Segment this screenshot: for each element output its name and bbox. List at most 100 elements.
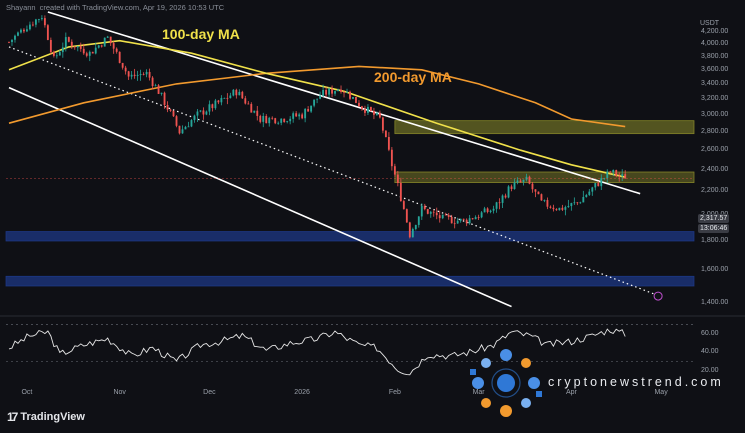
candle-body	[552, 207, 555, 210]
candle-body	[402, 201, 405, 210]
candle-body	[160, 92, 163, 94]
candle-body	[103, 37, 106, 47]
candle-body	[555, 209, 558, 211]
candle-body	[223, 97, 226, 99]
candle-body	[199, 110, 202, 112]
candle-body	[85, 53, 88, 56]
candle-body	[172, 110, 175, 117]
candle-body	[534, 189, 537, 192]
candle-body	[55, 55, 58, 57]
candle-body	[549, 206, 552, 208]
time-tick-label: Nov	[113, 389, 126, 396]
candle-body	[513, 182, 516, 190]
candle-body	[52, 51, 55, 56]
candle-body	[432, 211, 435, 213]
candle-body	[483, 208, 486, 213]
candle-body	[169, 109, 172, 111]
time-tick-label: Feb	[388, 389, 401, 396]
watermark-text: cryptonewstrend.com	[548, 375, 724, 389]
candle-body	[405, 209, 408, 223]
candle-body	[465, 219, 468, 224]
price-tick-label: 2,600.00	[701, 146, 729, 154]
candle-body	[459, 218, 462, 221]
candle-body	[600, 178, 603, 187]
candle-body	[612, 170, 615, 173]
candle-body	[561, 207, 564, 210]
candle-body	[492, 208, 495, 211]
candle-body	[411, 229, 414, 238]
candle-body	[370, 106, 372, 112]
price-tick-label: 2,400.00	[701, 165, 729, 173]
candle-body	[346, 91, 348, 93]
candle-body	[277, 122, 280, 124]
candle-body	[384, 130, 387, 137]
candle-body	[417, 216, 420, 225]
candle-body	[14, 35, 16, 40]
candle-body	[79, 46, 82, 49]
candle-body	[540, 194, 543, 201]
candle-body	[46, 25, 49, 40]
candle-body	[202, 110, 205, 115]
candle-body	[597, 183, 600, 187]
candle-body	[507, 186, 510, 198]
candle-body	[244, 98, 247, 104]
candle-body	[396, 174, 399, 183]
chart-header: Shayann created with TradingView.com, Apr…	[6, 3, 228, 12]
candle-body	[310, 105, 313, 112]
candle-body	[241, 91, 244, 99]
tradingview-brand[interactable]: 17 TradingView	[7, 410, 85, 424]
candle-body	[441, 214, 444, 219]
candle-body	[426, 209, 429, 214]
candle-body	[157, 85, 160, 94]
candle-body	[399, 182, 402, 202]
candle-body	[564, 207, 567, 210]
candle-body	[298, 114, 301, 117]
price-tick-label: 1,800.00	[701, 237, 729, 244]
candle-body	[609, 171, 612, 173]
candle-body	[588, 191, 591, 195]
tradingview-logo-icon: 17	[7, 410, 18, 424]
candle-body	[280, 118, 283, 123]
ma200-line	[8, 65, 626, 128]
candle-body	[331, 88, 333, 94]
candle-body	[528, 176, 531, 184]
candle-body	[34, 19, 37, 25]
candle-body	[615, 170, 618, 176]
candle-body	[229, 95, 232, 99]
candle-body	[58, 52, 61, 56]
candle-body	[316, 98, 319, 100]
candle-body	[148, 71, 151, 78]
price-tick-label: 4,000.00	[701, 39, 729, 47]
candle-body	[178, 125, 181, 134]
candle-body	[29, 24, 31, 30]
candle-body	[447, 214, 450, 217]
candle-body	[480, 212, 483, 218]
author-name[interactable]: Shayann	[6, 3, 36, 12]
time-tick-label: Dec	[203, 389, 216, 396]
candle-body	[253, 110, 256, 113]
candle-body	[307, 109, 310, 112]
candle-body	[268, 117, 271, 124]
candle-body	[381, 117, 384, 131]
candle-body	[118, 51, 121, 63]
candle-body	[367, 106, 369, 113]
brand-name: TradingView	[20, 411, 85, 423]
price-tick-label: 3,400.00	[701, 79, 729, 87]
candle-body	[70, 41, 73, 47]
current-price-tag: 2,317.57	[698, 214, 730, 223]
candle-body	[474, 217, 477, 220]
candle-body	[31, 24, 34, 26]
candle-body	[594, 183, 597, 188]
candle-body	[187, 126, 190, 128]
candle-body	[256, 110, 259, 116]
candle-body	[100, 45, 103, 47]
candle-body	[301, 114, 304, 119]
candle-body	[618, 175, 621, 177]
candle-body	[573, 202, 576, 204]
zone-resistance	[394, 120, 695, 135]
candle-body	[139, 74, 142, 76]
candle-body	[136, 75, 139, 76]
candle-body	[112, 43, 115, 49]
candle-body	[489, 210, 492, 212]
